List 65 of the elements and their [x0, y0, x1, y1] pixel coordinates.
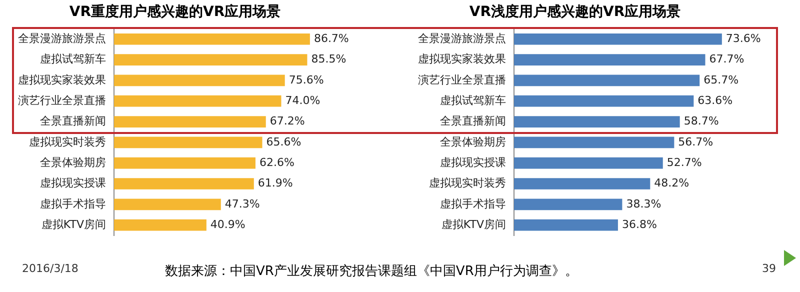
data-label: 36.8%: [622, 218, 657, 231]
data-label: 62.6%: [259, 156, 294, 169]
y-tick-label: 全景漫游旅游景点: [18, 32, 106, 45]
bar: [114, 219, 206, 231]
data-label: 75.6%: [288, 73, 324, 86]
y-tick-label: 虚拟现实家装效果: [418, 52, 506, 66]
y-tick-label: 虚拟KTV房间: [441, 218, 506, 231]
bar: [514, 219, 618, 231]
bar: [514, 33, 722, 45]
bar: [514, 178, 650, 190]
bar: [514, 136, 674, 148]
y-tick-label: 虚拟现实时装秀: [429, 176, 506, 190]
bar: [514, 54, 706, 66]
data-label: 67.2%: [270, 114, 305, 128]
bar: [514, 198, 622, 210]
bar: [114, 54, 308, 66]
data-label: 73.6%: [726, 32, 761, 45]
y-tick-label: 虚拟手术指导: [440, 197, 506, 210]
y-tick-label: 虚拟现实时装秀: [29, 135, 106, 148]
y-tick-label: 全景体验期房: [40, 156, 106, 169]
y-tick-label: 虚拟KTV房间: [41, 218, 106, 231]
data-label: 47.3%: [224, 197, 260, 210]
chart-title: VR重度用户感兴趣的VR应用场景: [69, 3, 281, 20]
bar: [114, 95, 282, 107]
data-label: 40.9%: [210, 218, 246, 231]
y-tick-label: 虚拟现实授课: [40, 176, 106, 190]
y-tick-label: 演艺行业全景直播: [18, 94, 106, 107]
data-label: 52.7%: [666, 156, 702, 169]
y-tick-label: 演艺行业全景直播: [418, 73, 506, 86]
bar: [114, 136, 262, 148]
source-note: 数据来源：中国VR产业发展研究报告课题组《中国VR用户行为调查》。: [165, 263, 578, 280]
data-label: 67.7%: [709, 52, 744, 66]
bar: [514, 157, 663, 169]
y-tick-label: 全景漫游旅游景点: [418, 32, 506, 45]
data-label: 48.2%: [654, 176, 690, 190]
data-label: 65.6%: [266, 135, 302, 148]
data-label: 63.6%: [698, 94, 733, 107]
bar: [114, 33, 310, 45]
y-tick-label: 虚拟现实家装效果: [18, 73, 106, 86]
data-label: 85.5%: [311, 52, 346, 66]
text: 2016/3/18: [22, 262, 78, 275]
bar: [514, 116, 680, 128]
bar: [114, 178, 254, 190]
y-tick-label: 虚拟试驾新车: [440, 94, 506, 107]
bar: [514, 74, 700, 86]
data-label: 86.7%: [314, 32, 349, 45]
data-label: 56.7%: [678, 135, 714, 148]
text: 39: [762, 262, 776, 275]
data-label: 74.0%: [285, 94, 320, 107]
data-label: 65.7%: [704, 73, 739, 86]
data-label: 58.7%: [684, 114, 719, 128]
bar: [114, 74, 285, 86]
y-tick-label: 虚拟现实授课: [440, 156, 506, 169]
bar: [114, 157, 256, 169]
data-label: 38.3%: [626, 197, 662, 210]
chart-title: VR浅度用户感兴趣的VR应用场景: [469, 3, 681, 20]
y-tick-label: 虚拟手术指导: [40, 197, 106, 210]
y-tick-label: 全景直播新闻: [40, 114, 106, 128]
bar: [114, 116, 266, 128]
y-tick-label: 全景体验期房: [440, 135, 506, 148]
data-label: 61.9%: [258, 176, 293, 190]
bar: [514, 95, 694, 107]
bar: [114, 198, 221, 210]
y-tick-label: 虚拟试驾新车: [40, 52, 106, 66]
y-tick-label: 全景直播新闻: [440, 114, 506, 128]
